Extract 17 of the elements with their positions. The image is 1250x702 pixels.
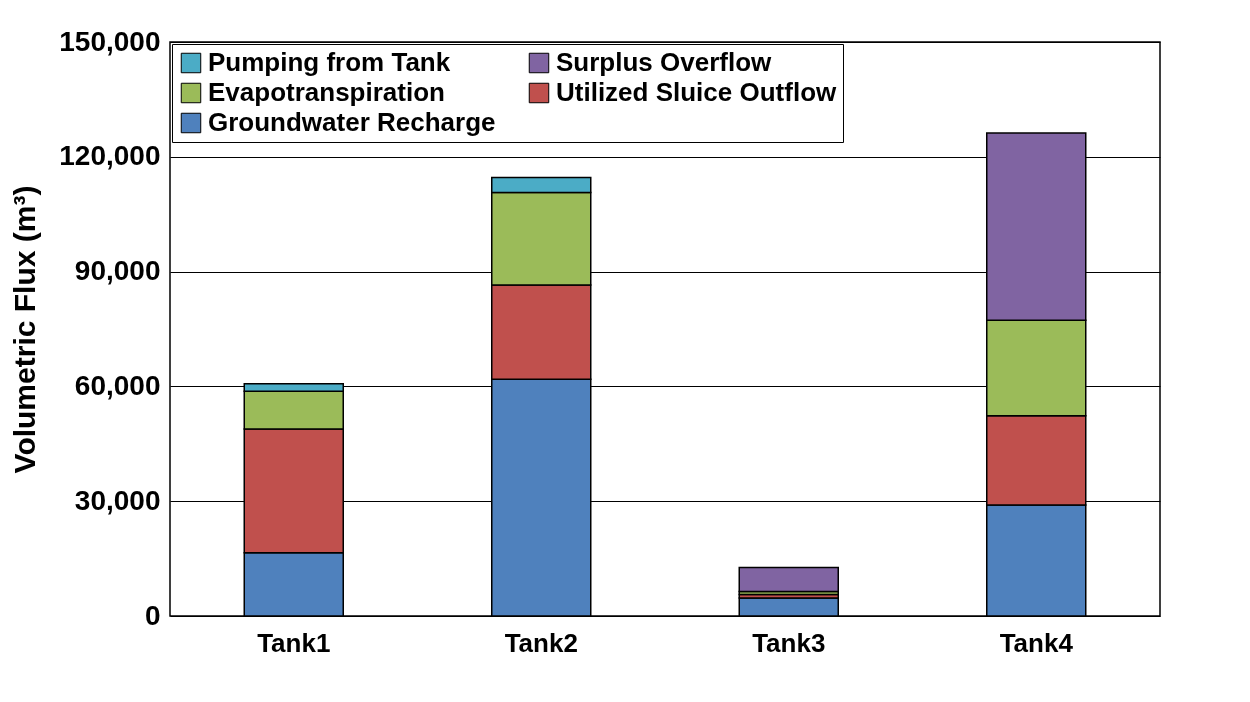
legend-label: Groundwater Recharge — [208, 107, 496, 137]
x-tick-label: Tank1 — [257, 627, 331, 658]
y-tick-label: 30,000 — [74, 484, 161, 516]
legend-label: Evapotranspiration — [208, 77, 445, 107]
bar — [738, 566, 839, 593]
y-tick-label: 0 — [144, 599, 161, 631]
x-tick-label: Tank3 — [752, 627, 826, 658]
y-tick-label: 60,000 — [74, 369, 161, 401]
legend-label: Surplus Overflow — [556, 47, 773, 77]
y-tick-label: 90,000 — [74, 255, 161, 287]
x-tick-label: Tank2 — [504, 627, 578, 658]
x-tick-label: Tank4 — [999, 627, 1074, 658]
y-axis-title: Volumetric Flux (m³) — [8, 185, 42, 474]
y-tick-label: 150,000 — [59, 25, 161, 57]
legend-label: Pumping from Tank — [208, 47, 451, 77]
legend-label: Utilized Sluice Outflow — [556, 77, 838, 107]
y-tick-label: 120,000 — [59, 140, 161, 172]
